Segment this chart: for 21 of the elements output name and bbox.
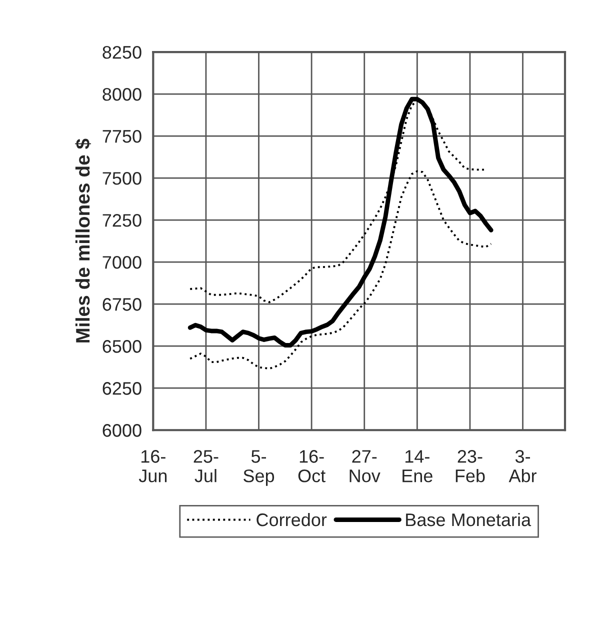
y-axis-title: Miles de millones de $ xyxy=(75,138,91,342)
y-tick-label: 8000 xyxy=(102,88,142,101)
y-tick-label: 6750 xyxy=(102,298,142,311)
x-tick-label: 5- Sep xyxy=(244,450,274,486)
y-tick-label: 7250 xyxy=(102,214,142,227)
y-tick-label: 8250 xyxy=(102,46,142,59)
y-tick-label: 6250 xyxy=(102,382,142,395)
x-tick-label: 16- Oct xyxy=(298,450,326,482)
x-tick-label: 16- Jun xyxy=(138,450,167,482)
x-tick-label: 3- Abr xyxy=(508,450,537,482)
x-tick-label: 25- Jul xyxy=(194,450,218,482)
y-tick-label: 7750 xyxy=(102,130,142,143)
legend-label: Corredor xyxy=(256,512,327,526)
y-tick-label: 7500 xyxy=(102,172,142,185)
x-tick-label: 27- Nov xyxy=(350,450,380,482)
y-tick-label: 6500 xyxy=(102,340,142,353)
legend-label: Base Monetaria xyxy=(406,512,532,526)
y-tick-label: 6000 xyxy=(102,424,142,437)
x-tick-label: 23- Feb xyxy=(456,450,485,482)
y-tick-label: 7000 xyxy=(102,256,142,269)
x-tick-label: 14- Ene xyxy=(402,450,432,482)
